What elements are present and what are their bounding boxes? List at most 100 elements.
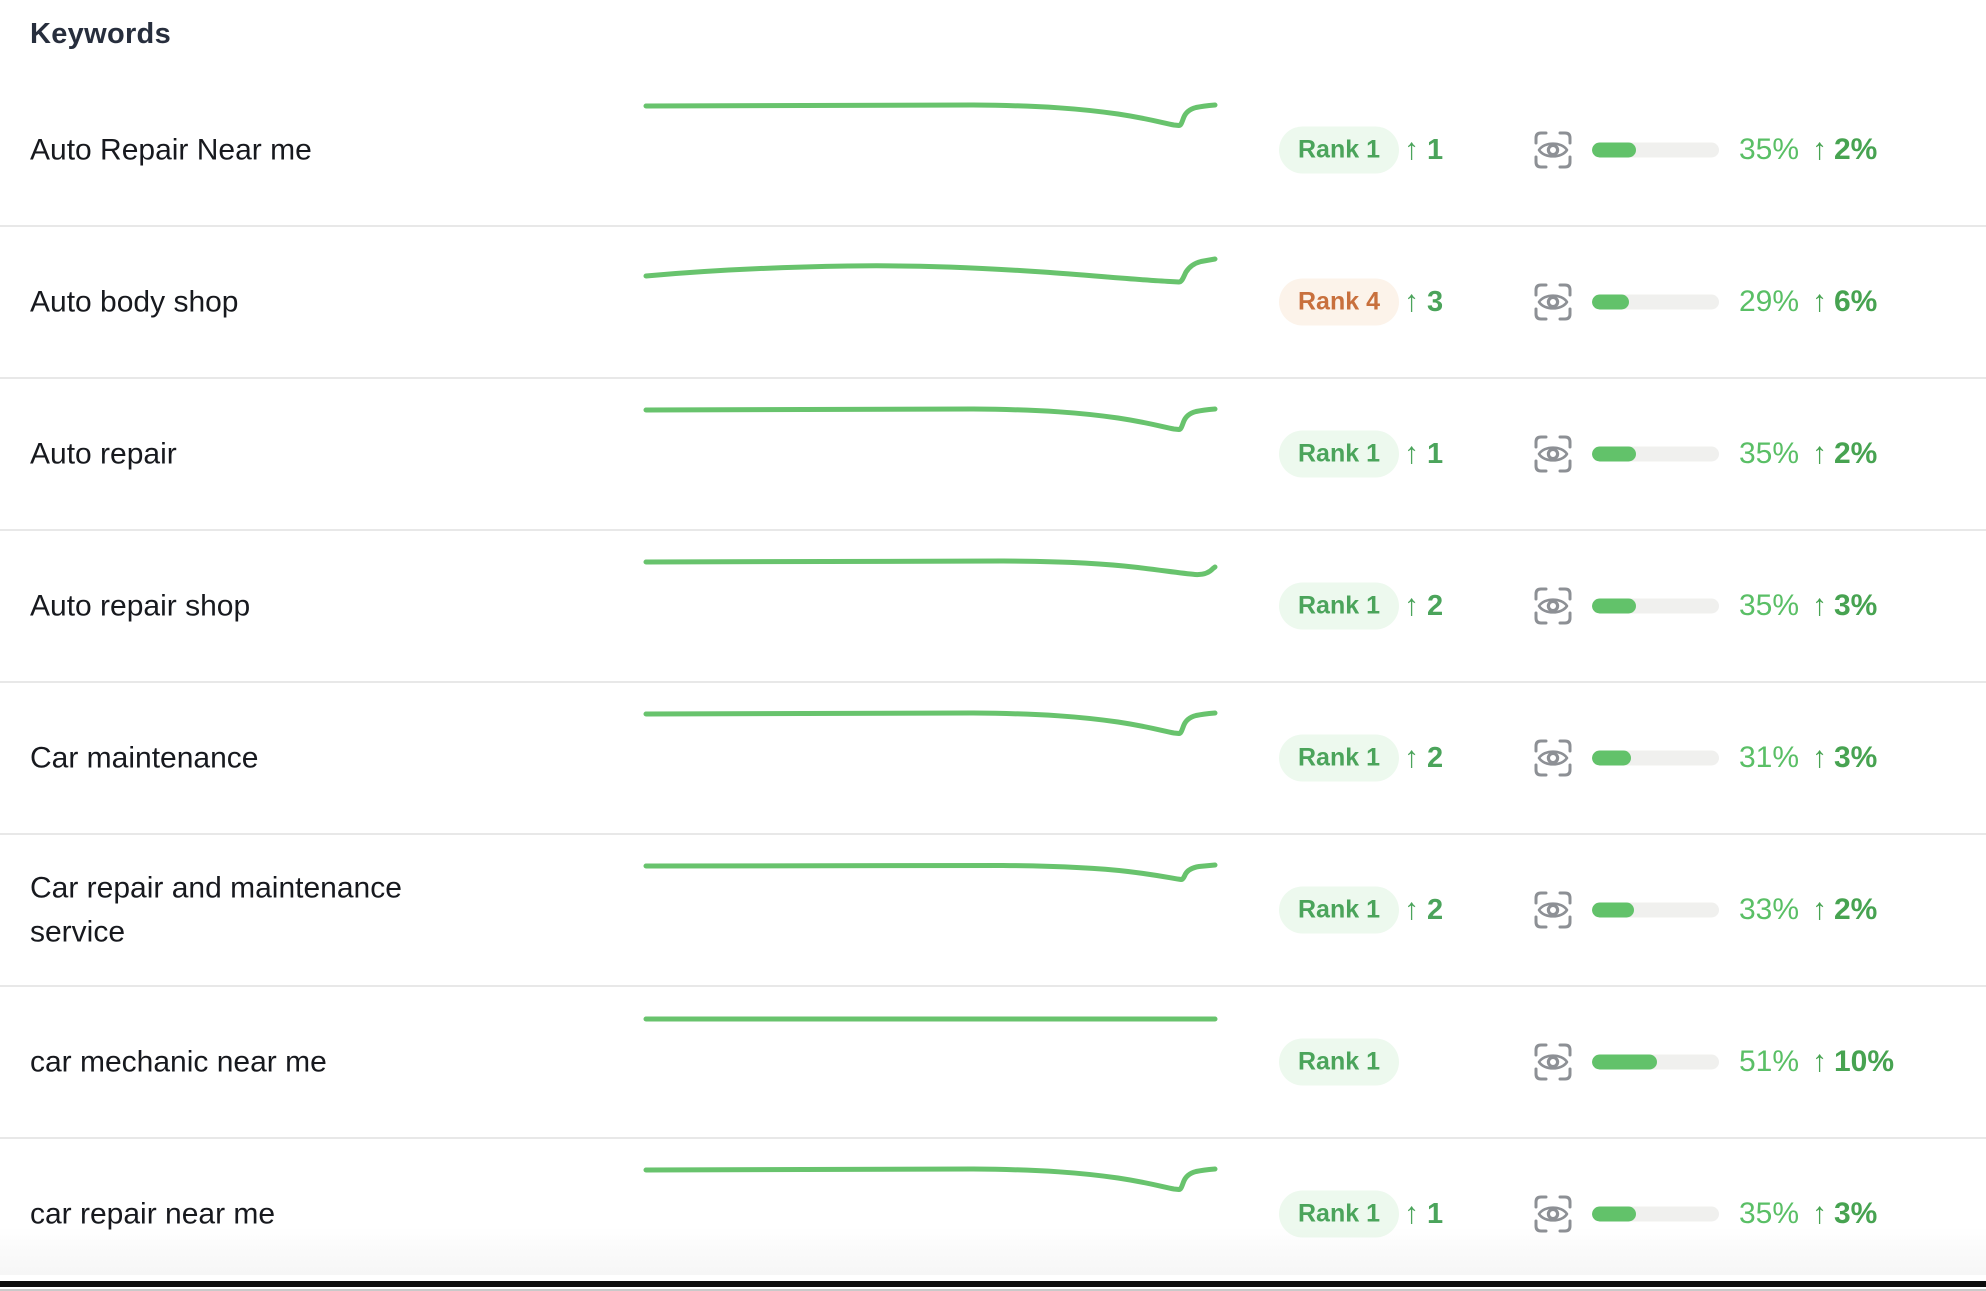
visibility-change: ↑ 6%	[1812, 285, 1877, 319]
rank-change-value: 3	[1427, 285, 1444, 318]
visibility-percent: 31%	[1739, 741, 1800, 774]
rank-change-value: 2	[1427, 589, 1444, 622]
visibility-progress-bar	[1592, 1054, 1719, 1070]
rank-change-value: 1	[1427, 133, 1444, 166]
keyword-label: Auto repair shop	[30, 589, 251, 623]
up-arrow-icon: ↑	[1812, 589, 1827, 622]
visibility-progress-bar	[1592, 902, 1719, 918]
visibility-progress-bar	[1592, 446, 1719, 462]
eye-scan-icon	[1529, 126, 1577, 174]
keywords-list: Auto Repair Near me Rank 1 ↑ 1 35% ↑ 2% Au…	[0, 75, 1986, 1291]
rank-badge-label: Rank 1	[1298, 439, 1380, 468]
up-arrow-icon: ↑	[1812, 1197, 1827, 1230]
visibility-progress-bar	[1592, 294, 1719, 310]
up-arrow-icon: ↑	[1812, 1045, 1827, 1078]
rank-change: ↑ 1	[1404, 437, 1443, 471]
keyword-label: Car repair and maintenance service	[30, 871, 402, 949]
visibility-percent: 51%	[1739, 1045, 1800, 1078]
visibility-percent: 35%	[1739, 1197, 1800, 1230]
keyword-row[interactable]: Auto body shop Rank 4 ↑ 3 29% ↑ 6%	[0, 227, 1986, 379]
visibility-change-value: 2%	[1834, 437, 1878, 470]
panel-title: Keywords	[30, 18, 171, 50]
up-arrow-icon: ↑	[1404, 285, 1419, 318]
rank-badge: Rank 4	[1279, 278, 1399, 326]
visibility-change: ↑ 2%	[1812, 893, 1877, 927]
rank-badge: Rank 1	[1279, 1038, 1399, 1086]
rank-badge: Rank 1	[1279, 430, 1399, 478]
rank-badge-label: Rank 1	[1298, 1199, 1380, 1228]
eye-scan-icon	[1529, 430, 1577, 478]
keyword-row[interactable]: Car maintenance Rank 1 ↑ 2 31% ↑ 3%	[0, 683, 1986, 835]
keyword-row[interactable]: Auto repair shop Rank 1 ↑ 2 35% ↑ 3%	[0, 531, 1986, 683]
visibility-change-value: 3%	[1834, 1197, 1878, 1230]
keyword-label: car mechanic near me	[30, 1045, 327, 1079]
visibility-percent: 35%	[1739, 437, 1800, 470]
visibility-progress-bar	[1592, 1206, 1719, 1222]
keyword-row[interactable]: Car repair and maintenance service Rank …	[0, 835, 1986, 987]
keyword-row[interactable]: car mechanic near me Rank 1 ↑ 51% ↑10%	[0, 987, 1986, 1139]
rank-badge-label: Rank 1	[1298, 743, 1380, 772]
visibility-change: ↑ 3%	[1812, 589, 1877, 623]
rank-badge: Rank 1	[1279, 734, 1399, 782]
rank-change-value: 1	[1427, 1197, 1444, 1230]
eye-scan-icon	[1529, 886, 1577, 934]
rank-change: ↑ 3	[1404, 285, 1443, 319]
eye-scan-icon	[1529, 1038, 1577, 1086]
keyword-row[interactable]: Auto Repair Near me Rank 1 ↑ 1 35% ↑ 2%	[0, 75, 1986, 227]
up-arrow-icon: ↑	[1404, 893, 1419, 926]
keyword-row[interactable]: car repair near me Rank 1 ↑ 1 35% ↑ 3%	[0, 1139, 1986, 1291]
up-arrow-icon: ↑	[1404, 741, 1419, 774]
eye-scan-icon	[1529, 582, 1577, 630]
visibility-progress-fill	[1592, 142, 1637, 158]
rank-trend-sparkline	[643, 1016, 1218, 1022]
rank-badge-label: Rank 1	[1298, 1047, 1380, 1076]
visibility-change-value: 2%	[1834, 133, 1878, 166]
rank-badge: Rank 1	[1279, 1190, 1399, 1238]
visibility-change-value: 3%	[1834, 589, 1878, 622]
rank-badge-label: Rank 1	[1298, 895, 1380, 924]
visibility-progress-bar	[1592, 750, 1719, 766]
visibility-percent: 35%	[1739, 133, 1800, 166]
visibility-change: ↑ 3%	[1812, 741, 1877, 775]
visibility-percent: 29%	[1739, 285, 1800, 318]
visibility-change-value: 2%	[1834, 893, 1878, 926]
keyword-label: Car maintenance	[30, 741, 259, 775]
visibility-progress-bar	[1592, 598, 1719, 614]
visibility-progress-fill	[1592, 598, 1637, 614]
rank-change-value: 1	[1427, 437, 1444, 470]
eye-scan-icon	[1529, 1190, 1577, 1238]
eye-scan-icon	[1529, 734, 1577, 782]
rank-trend-sparkline	[643, 710, 1218, 736]
rank-trend-sparkline	[643, 102, 1218, 128]
visibility-percent: 33%	[1739, 893, 1800, 926]
rank-badge: Rank 1	[1279, 126, 1399, 174]
visibility-progress-fill	[1592, 750, 1632, 766]
visibility-change-value: 6%	[1834, 285, 1878, 318]
keyword-row[interactable]: Auto repair Rank 1 ↑ 1 35% ↑ 2%	[0, 379, 1986, 531]
visibility-change-value: 10%	[1834, 1045, 1895, 1078]
visibility-progress-fill	[1592, 294, 1629, 310]
up-arrow-icon: ↑	[1404, 589, 1419, 622]
visibility-change: ↑ 3%	[1812, 1197, 1877, 1231]
up-arrow-icon: ↑	[1404, 1197, 1419, 1230]
rank-change-value: 2	[1427, 893, 1444, 926]
rank-badge-label: Rank 1	[1298, 135, 1380, 164]
rank-change: ↑ 1	[1404, 133, 1443, 167]
rank-change: ↑ 2	[1404, 741, 1443, 775]
rank-badge-label: Rank 4	[1298, 287, 1380, 316]
rank-trend-sparkline	[643, 1166, 1218, 1192]
rank-trend-sparkline	[643, 406, 1218, 432]
rank-badge: Rank 1	[1279, 886, 1399, 934]
rank-badge-label: Rank 1	[1298, 591, 1380, 620]
up-arrow-icon: ↑	[1812, 285, 1827, 318]
bottom-bar	[0, 1281, 1986, 1287]
up-arrow-icon: ↑	[1812, 133, 1827, 166]
keyword-label: Auto Repair Near me	[30, 133, 312, 167]
keyword-label: car repair near me	[30, 1197, 276, 1231]
up-arrow-icon: ↑	[1812, 741, 1827, 774]
rank-change: ↑ 2	[1404, 893, 1443, 927]
up-arrow-icon: ↑	[1404, 133, 1419, 166]
rank-change: ↑ 2	[1404, 589, 1443, 623]
keyword-label: Auto body shop	[30, 285, 239, 319]
visibility-change-value: 3%	[1834, 741, 1878, 774]
